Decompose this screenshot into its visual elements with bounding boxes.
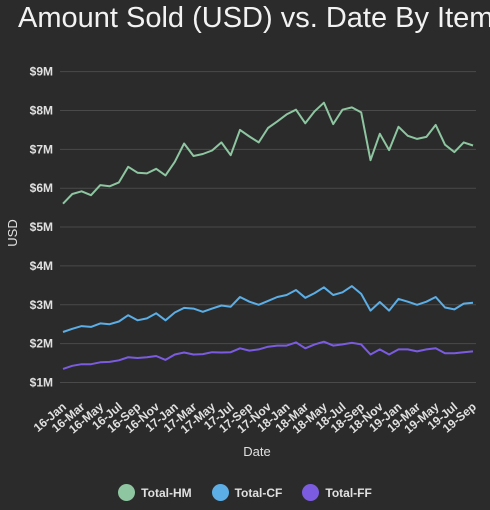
chart-legend: Total-HM Total-CF Total-FF [0,484,490,501]
legend-item-total-cf[interactable]: Total-CF [211,484,283,501]
legend-label: Total-HM [141,485,192,500]
line-chart: $1M $2M $3M $4M $5M $6M $7M $8M $9M 16-Jan16-Mar… [5,65,479,459]
legend-item-total-ff[interactable]: Total-FF [302,484,372,501]
y-tick-label: $1M [30,375,53,389]
chart-title: Amount Sold (USD) vs. Date By Item [18,2,490,34]
legend-item-total-hm[interactable]: Total-HM [118,484,192,501]
y-tick-label: $3M [30,298,53,312]
x-axis-labels: 16-Jan16-Mar16-May16-Jul16-Sep16-Nov17-J… [31,399,479,436]
series-line-total-ff[interactable] [62,340,474,370]
legend-swatch [118,484,136,501]
y-tick-label: $8M [30,104,53,118]
y-axis-labels: $1M $2M $3M $4M $5M $6M $7M $8M $9M [30,65,53,390]
y-tick-label: $4M [30,259,53,273]
y-tick-label: $2M [30,337,53,351]
y-tick-label: $5M [30,220,53,234]
legend-label: Total-FF [325,485,372,500]
y-tick-label: $9M [30,65,53,79]
series-line-total-hm[interactable] [62,101,474,205]
legend-label: Total-CF [234,485,283,500]
y-axis-title: USD [5,219,20,246]
series-line-total-cf[interactable] [62,285,474,333]
y-tick-label: $7M [30,142,53,156]
legend-swatch [302,484,320,501]
y-tick-label: $6M [30,181,53,195]
grid-layer [60,71,476,383]
x-axis-title: Date [243,444,270,459]
legend-swatch [211,484,229,501]
series-layer [62,101,474,370]
